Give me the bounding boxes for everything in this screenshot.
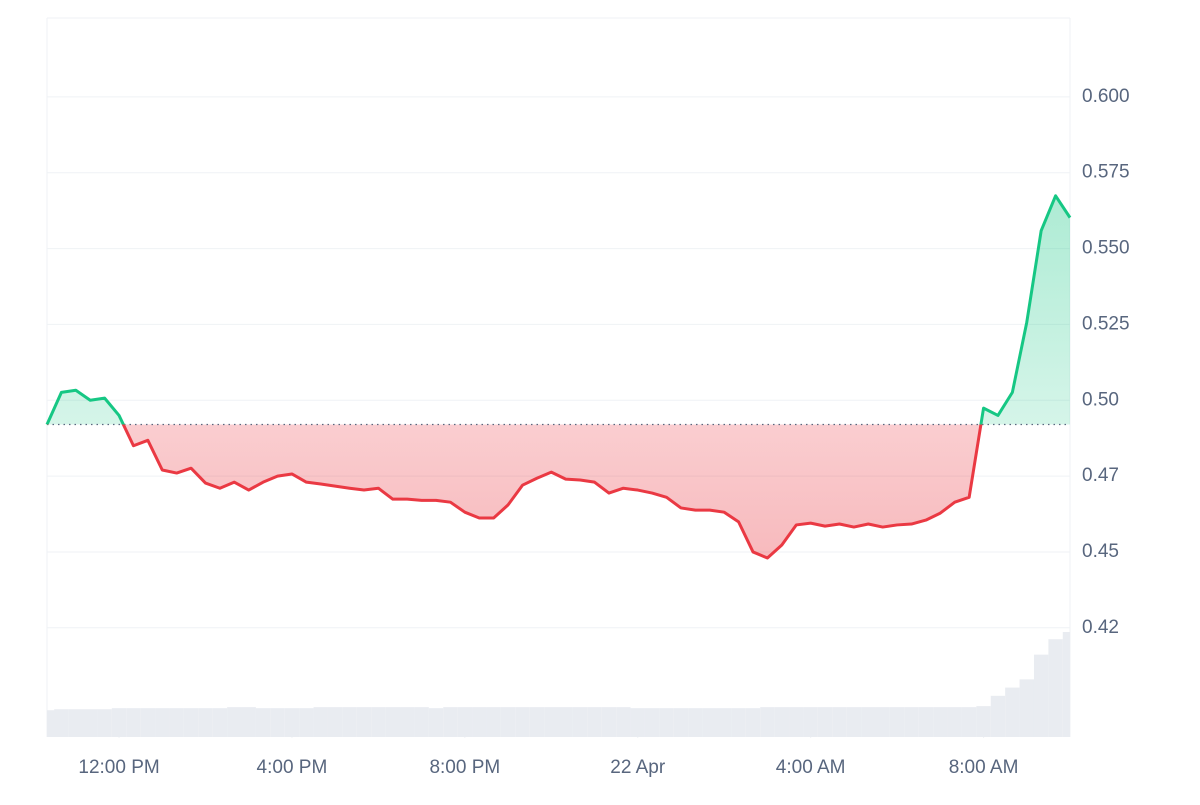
- volume-bar: [644, 708, 660, 737]
- volume-bar: [500, 707, 516, 737]
- volume-bar: [745, 708, 761, 737]
- volume-bar: [183, 708, 199, 737]
- volume-bar: [400, 707, 415, 737]
- volume-bar: [515, 707, 530, 737]
- volume-bar: [861, 707, 876, 737]
- volume-bar: [673, 708, 689, 737]
- volume-bar: [457, 707, 473, 737]
- volume-bar: [990, 695, 1006, 737]
- volume-bar: [659, 708, 674, 737]
- volume-bar: [486, 707, 501, 737]
- price-line-down: [47, 424, 983, 560]
- volume-bar: [255, 708, 271, 737]
- volume-bar: [731, 708, 746, 737]
- volume-bar: [961, 707, 977, 737]
- volume-bar: [572, 707, 588, 737]
- y-tick-label: 0.42: [1082, 617, 1119, 638]
- volume-bar: [817, 707, 833, 737]
- volume-bar: [414, 707, 429, 737]
- volume-bar: [198, 708, 213, 737]
- volume-bar: [529, 707, 545, 737]
- volume-bar: [1048, 639, 1063, 737]
- volume-bar: [1005, 687, 1020, 737]
- volume-bar: [155, 708, 170, 737]
- volume-bar: [558, 707, 573, 737]
- volume-bar: [111, 708, 127, 737]
- volume-bar: [54, 709, 69, 737]
- x-tick-label: 4:00 AM: [776, 757, 846, 778]
- volume-bar: [356, 707, 372, 737]
- volume-bar: [140, 708, 156, 737]
- volume-bar: [385, 707, 401, 737]
- y-tick-label: 0.50: [1082, 389, 1119, 410]
- volume-bar: [544, 707, 559, 737]
- volume-bar: [716, 708, 732, 737]
- volume-bar: [1019, 679, 1034, 737]
- volume-bar: [443, 707, 458, 737]
- volume-bar: [976, 706, 991, 737]
- y-tick-label: 0.600: [1082, 86, 1130, 107]
- x-tick-label: 12:00 PM: [78, 757, 159, 778]
- volume-bar: [97, 709, 112, 737]
- volume-bar: [774, 707, 790, 737]
- x-tick-label: 4:00 PM: [257, 757, 328, 778]
- volume-bar: [904, 707, 919, 737]
- volume-bar: [212, 708, 228, 737]
- volume-bar: [371, 707, 386, 737]
- volume-bar: [227, 707, 242, 737]
- volume-bar: [428, 708, 444, 737]
- volume-bar: [760, 707, 775, 737]
- volume-bar: [284, 708, 300, 737]
- volume-bar: [327, 707, 343, 737]
- volume-bar: [313, 707, 328, 737]
- volume-bar: [1062, 632, 1070, 737]
- volume-bar: [803, 707, 818, 737]
- volume-bar: [918, 707, 934, 737]
- x-tick-label: 22 Apr: [610, 757, 666, 778]
- y-tick-label: 0.550: [1082, 238, 1130, 259]
- volume-bar: [832, 707, 847, 737]
- y-tick-label: 0.575: [1082, 162, 1130, 183]
- volume-bar: [947, 707, 962, 737]
- volume-bar: [241, 707, 256, 737]
- volume-bar: [702, 708, 717, 737]
- volume-bar: [299, 708, 314, 737]
- volume-bar: [126, 708, 141, 737]
- volume-bar: [472, 707, 487, 737]
- volume-bar: [789, 707, 804, 737]
- volume-bar: [342, 707, 357, 737]
- y-tick-label: 0.525: [1082, 313, 1130, 334]
- volume-bar: [601, 707, 617, 737]
- volume-bar: [83, 709, 98, 737]
- volume-bar: [68, 709, 84, 737]
- volume-bar: [270, 708, 285, 737]
- volume-bar: [1033, 654, 1049, 737]
- x-tick-label: 8:00 AM: [949, 757, 1019, 778]
- volume-bar: [169, 708, 184, 737]
- x-tick-label: 8:00 PM: [429, 757, 500, 778]
- volume-bar: [587, 707, 602, 737]
- y-tick-label: 0.47: [1082, 465, 1119, 486]
- area-down: [123, 424, 981, 559]
- volume-bar: [933, 707, 948, 737]
- volume-bar: [875, 707, 890, 737]
- volume-bar: [889, 707, 905, 737]
- y-tick-label: 0.45: [1082, 541, 1119, 562]
- volume-bar: [616, 707, 631, 737]
- volume-bar: [630, 708, 645, 737]
- volume-bar: [846, 707, 862, 737]
- volume-bar: [688, 708, 703, 737]
